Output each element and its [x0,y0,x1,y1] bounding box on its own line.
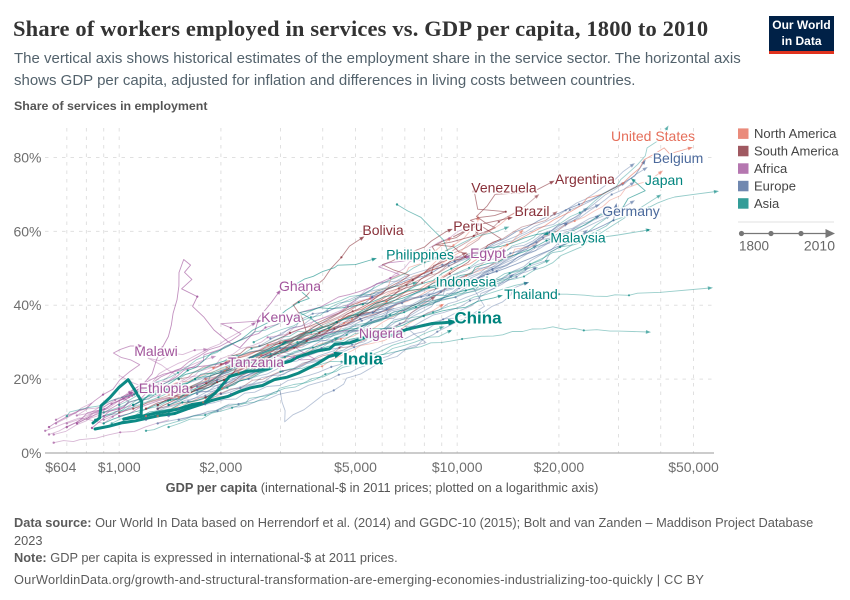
svg-text:$50,000: $50,000 [668,459,719,475]
svg-text:Germany: Germany [602,203,660,219]
svg-text:Bolivia: Bolivia [362,222,403,238]
svg-text:Thailand: Thailand [504,286,558,302]
svg-text:Indonesia: Indonesia [436,273,497,289]
svg-text:$1,000: $1,000 [98,459,141,475]
svg-text:Malawi: Malawi [134,343,178,359]
svg-text:$5,000: $5,000 [334,459,377,475]
svg-text:Europe: Europe [754,179,796,194]
svg-text:80%: 80% [13,150,41,166]
svg-text:$20,000: $20,000 [534,459,585,475]
svg-text:Japan: Japan [645,172,683,188]
svg-text:Malaysia: Malaysia [550,229,605,245]
svg-text:Venezuela: Venezuela [471,179,537,195]
svg-text:India: India [343,349,383,368]
svg-text:Asia: Asia [754,196,780,211]
svg-text:Argentina: Argentina [555,171,615,187]
svg-text:0%: 0% [21,445,41,461]
svg-text:1800: 1800 [739,239,769,254]
svg-text:Kenya: Kenya [261,309,301,325]
svg-text:South America: South America [754,144,839,159]
svg-text:Africa: Africa [754,161,788,176]
svg-text:Egypt: Egypt [470,245,506,261]
svg-text:Tanzania: Tanzania [228,354,284,370]
svg-text:$10,000: $10,000 [432,459,483,475]
svg-text:Nigeria: Nigeria [359,325,404,341]
svg-text:Brazil: Brazil [514,203,549,219]
svg-text:Peru: Peru [453,218,483,234]
svg-text:20%: 20% [13,371,41,387]
svg-text:Philippines: Philippines [386,246,454,262]
svg-text:Ethiopia: Ethiopia [139,380,190,396]
svg-text:2010: 2010 [804,238,835,254]
svg-text:China: China [454,308,502,327]
svg-text:$604: $604 [45,459,76,475]
svg-text:North America: North America [754,126,837,141]
svg-text:40%: 40% [13,297,41,313]
svg-text:United States: United States [611,128,695,144]
svg-text:Belgium: Belgium [653,150,704,166]
svg-text:60%: 60% [13,223,41,239]
svg-text:$2,000: $2,000 [199,459,242,475]
svg-text:Ghana: Ghana [279,278,321,294]
